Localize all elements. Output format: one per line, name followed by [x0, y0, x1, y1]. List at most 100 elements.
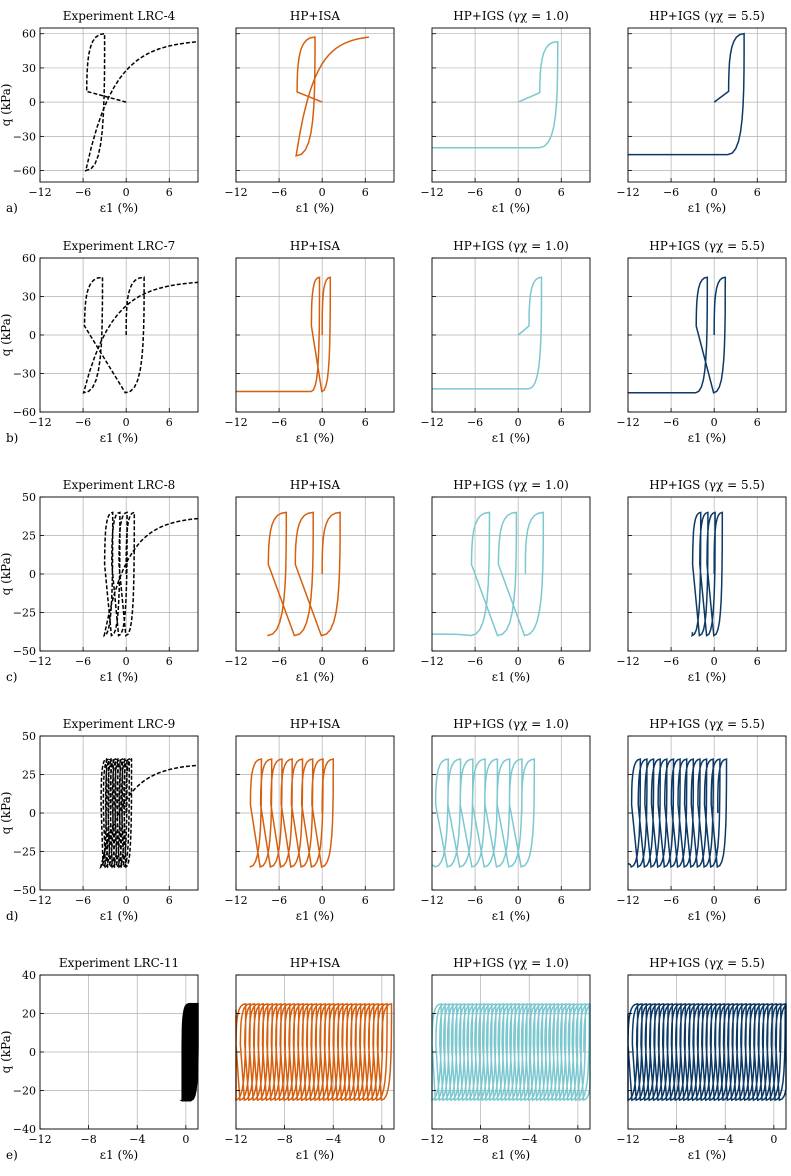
- series-line: [295, 36, 370, 157]
- x-tick-label: 0: [319, 655, 326, 668]
- row-label: d): [6, 909, 18, 923]
- x-tick-label: −4: [521, 1133, 537, 1146]
- x-axis-label: ε1 (%): [492, 1148, 530, 1162]
- axes-frame: [39, 27, 199, 183]
- y-tick-label: 20: [22, 1008, 36, 1021]
- y-axis-label: q (kPa): [0, 792, 13, 835]
- y-tick-label: 40: [22, 969, 36, 982]
- x-axis-label: ε1 (%): [492, 201, 530, 215]
- x-tick-label: 0: [123, 186, 130, 199]
- x-tick-label: −12: [616, 655, 639, 668]
- x-tick-label: −12: [616, 1133, 639, 1146]
- y-tick-label: 25: [22, 530, 36, 543]
- x-axis-label: ε1 (%): [296, 670, 334, 684]
- panel: HP+IGS (γχ = 1.0) −12 −6 0 6 ε1 (%): [420, 717, 591, 923]
- y-tick-label: −20: [13, 1085, 36, 1098]
- panel-title: HP+IGS (γχ = 5.5): [649, 956, 765, 970]
- x-tick-label: −12: [420, 894, 443, 907]
- x-tick-label: −6: [467, 655, 483, 668]
- y-tick-label: −25: [13, 607, 36, 620]
- axes-frame: [235, 27, 395, 183]
- x-axis-label: ε1 (%): [100, 431, 138, 445]
- x-axis-label: ε1 (%): [688, 909, 726, 923]
- y-tick-label: 60: [22, 252, 36, 265]
- y-axis-label: q (kPa): [0, 84, 13, 127]
- x-axis-label: ε1 (%): [100, 670, 138, 684]
- x-tick-label: 0: [515, 416, 522, 429]
- y-tick-label: 50: [22, 730, 36, 743]
- x-tick-label: 6: [754, 894, 761, 907]
- series-line: [249, 758, 335, 868]
- x-tick-label: −4: [717, 1133, 733, 1146]
- y-tick-label: −30: [13, 130, 36, 143]
- x-tick-label: −6: [663, 416, 679, 429]
- series-line: [628, 276, 727, 394]
- y-tick-label: 30: [22, 291, 36, 304]
- panel: HP+IGS (γχ = 5.5) −12 −6 0 6 ε1 (%): [616, 478, 787, 684]
- x-tick-label: 0: [319, 186, 326, 199]
- panel: Experiment LRC-8 −12 −6 0 6 ε1 (%) −50 −25 0 25 50…: [0, 478, 199, 684]
- x-tick-label: −6: [271, 655, 287, 668]
- panel-title: HP+IGS (γχ = 5.5): [649, 9, 765, 23]
- x-tick-label: 6: [558, 894, 565, 907]
- panel-title: HP+IGS (γχ = 1.0): [453, 956, 569, 970]
- series-line: [628, 32, 745, 156]
- x-tick-label: −6: [271, 894, 287, 907]
- panel: HP+IGS (γχ = 5.5) −12 −8 −4 0 ε1 (%): [616, 956, 787, 1162]
- panel-title: HP+IGS (γχ = 1.0): [453, 478, 569, 492]
- y-tick-label: 0: [29, 807, 36, 820]
- x-axis-label: ε1 (%): [296, 1148, 334, 1162]
- panel-title: HP+IGS (γχ = 1.0): [453, 239, 569, 253]
- row-label: b): [6, 431, 18, 445]
- panel: HP+ISA −12 −6 0 6 ε1 (%): [224, 239, 395, 445]
- panel-title: HP+IGS (γχ = 5.5): [649, 478, 765, 492]
- x-axis-label: ε1 (%): [492, 431, 530, 445]
- panel-title: HP+IGS (γχ = 1.0): [453, 9, 569, 23]
- series-line: [432, 511, 545, 637]
- x-tick-label: −6: [271, 416, 287, 429]
- series-line: [99, 757, 199, 870]
- x-tick-label: 6: [362, 186, 369, 199]
- x-axis-label: ε1 (%): [492, 909, 530, 923]
- series-line: [432, 40, 559, 149]
- panel: HP+IGS (γχ = 1.0) −12 −6 0 6 ε1 (%): [420, 239, 591, 445]
- x-axis-label: ε1 (%): [688, 201, 726, 215]
- y-tick-label: −60: [13, 406, 36, 419]
- panel: Experiment LRC-11−12 −8 −4 0ε1 (%)−40−20020…: [0, 956, 199, 1162]
- x-tick-label: 0: [123, 655, 130, 668]
- x-tick-label: −6: [467, 416, 483, 429]
- series-line: [235, 1002, 393, 1102]
- y-tick-label: −50: [13, 645, 36, 658]
- x-tick-label: −6: [75, 186, 91, 199]
- series-line: [627, 758, 728, 869]
- x-tick-label: 0: [182, 1133, 189, 1146]
- x-tick-label: −8: [81, 1133, 97, 1146]
- row-label: e): [6, 1148, 18, 1162]
- x-tick-label: −8: [473, 1133, 489, 1146]
- panel: HP+IGS (γχ = 1.0) −12 −8 −4 0 ε1 (%): [420, 956, 591, 1162]
- x-tick-label: 6: [166, 416, 173, 429]
- series-line: [431, 1002, 591, 1102]
- x-tick-label: −12: [224, 894, 247, 907]
- x-axis-label: ε1 (%): [100, 201, 138, 215]
- y-tick-label: −30: [13, 368, 36, 381]
- x-tick-label: −12: [616, 416, 639, 429]
- x-tick-label: −12: [420, 416, 443, 429]
- x-axis-label: ε1 (%): [688, 670, 726, 684]
- panel-title: Experiment LRC-9: [63, 717, 176, 731]
- panel-title: HP+ISA: [290, 956, 341, 970]
- x-tick-label: 0: [123, 416, 130, 429]
- x-tick-label: −6: [467, 894, 483, 907]
- x-axis-label: ε1 (%): [100, 1148, 138, 1162]
- panel-title: Experiment LRC-7: [63, 239, 176, 253]
- x-tick-label: −12: [28, 416, 51, 429]
- x-tick-label: −12: [420, 1133, 443, 1146]
- x-tick-label: 6: [362, 416, 369, 429]
- y-tick-label: 25: [22, 769, 36, 782]
- x-tick-label: −12: [28, 186, 51, 199]
- series-line: [103, 511, 199, 638]
- x-tick-label: −6: [75, 655, 91, 668]
- y-tick-label: 0: [29, 568, 36, 581]
- x-axis-label: ε1 (%): [688, 1148, 726, 1162]
